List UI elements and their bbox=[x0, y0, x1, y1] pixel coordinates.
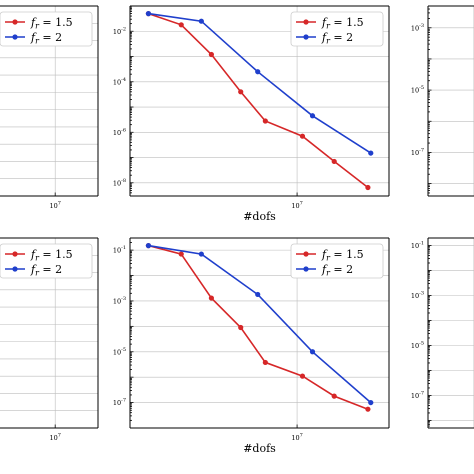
legend-swatch-marker bbox=[303, 251, 309, 257]
y-tick-label: 10-8 bbox=[113, 178, 126, 188]
legend-swatch-marker bbox=[303, 266, 309, 272]
plot-area bbox=[428, 6, 474, 196]
y-tick-label: 10-4 bbox=[113, 77, 126, 87]
y-tick-label: 10-7 bbox=[411, 147, 424, 157]
y-tick-label: 10-2 bbox=[113, 26, 126, 36]
data-point bbox=[198, 251, 204, 257]
y-tick-label: 10-7 bbox=[411, 390, 424, 400]
y-tick-label: 10-5 bbox=[411, 85, 424, 95]
legend-swatch-marker bbox=[12, 266, 18, 272]
chart-panel-bottom-middle: 10-1 10-3 10-5 10-7 107 #dofs fr = 1.5fr = 2 bbox=[113, 237, 390, 455]
data-point bbox=[255, 69, 261, 75]
data-point bbox=[368, 399, 374, 406]
data-point bbox=[178, 22, 184, 28]
y-tick-label: 10-1 bbox=[411, 241, 424, 251]
legend-swatch-marker bbox=[303, 34, 309, 40]
data-point bbox=[208, 51, 214, 58]
legend-label: fr = 2 bbox=[321, 31, 353, 46]
legend-label: fr = 1.5 bbox=[321, 16, 364, 31]
legend-label: fr = 2 bbox=[30, 31, 62, 46]
legend: fr = 1.5fr = 2 bbox=[290, 11, 384, 47]
data-point bbox=[238, 324, 244, 331]
chart-panel-top-left: 107 fr = 1.5fr = 2 bbox=[0, 5, 99, 211]
x-tick-label: 107 bbox=[49, 433, 60, 443]
legend-swatch-marker bbox=[12, 34, 18, 40]
series-line-fr-1-5 bbox=[148, 244, 369, 410]
data-point bbox=[178, 251, 184, 257]
data-point bbox=[262, 359, 268, 366]
y-tick-label: 10-7 bbox=[113, 398, 126, 408]
y-tick-label: 10-3 bbox=[113, 296, 126, 306]
y-tick-label: 10-3 bbox=[411, 23, 424, 33]
data-point bbox=[331, 393, 337, 399]
legend-swatch-marker bbox=[12, 251, 18, 257]
legend-label: fr = 2 bbox=[321, 263, 353, 278]
data-point bbox=[309, 349, 316, 355]
y-tick-label: 10-6 bbox=[113, 127, 126, 137]
chart-panel-bottom-left: 107 fr = 1.5fr = 2 bbox=[0, 237, 99, 443]
data-point bbox=[365, 184, 371, 191]
data-point bbox=[255, 291, 261, 298]
chart-panel-top-right: 10-3 10-5 10-7 bbox=[411, 5, 474, 197]
x-tick-label: 107 bbox=[49, 201, 60, 211]
x-tick-label: 107 bbox=[291, 201, 302, 211]
legend-label: fr = 2 bbox=[30, 263, 62, 278]
legend-swatch-marker bbox=[12, 19, 18, 25]
data-point bbox=[331, 158, 337, 165]
x-tick-label: 107 bbox=[291, 433, 302, 443]
legend: fr = 1.5fr = 2 bbox=[0, 11, 93, 47]
legend-label: fr = 1.5 bbox=[321, 248, 364, 263]
data-point bbox=[198, 18, 204, 24]
chart-panel-bottom-right: 10-1 10-3 10-5 10-7 bbox=[411, 237, 474, 429]
legend: fr = 1.5fr = 2 bbox=[0, 243, 93, 279]
data-point bbox=[365, 406, 371, 412]
plot-area bbox=[130, 238, 389, 428]
data-point bbox=[299, 373, 306, 379]
data-point bbox=[309, 113, 316, 119]
y-tick-label: 10-5 bbox=[411, 340, 424, 350]
y-tick-label: 10-1 bbox=[113, 245, 126, 255]
plot-area bbox=[428, 238, 474, 428]
data-point bbox=[368, 150, 374, 156]
y-tick-label: 10-5 bbox=[113, 347, 126, 357]
legend-label: fr = 1.5 bbox=[30, 248, 73, 263]
data-point bbox=[238, 89, 244, 95]
legend-label: fr = 1.5 bbox=[30, 16, 73, 31]
series-line-fr-1-5 bbox=[148, 12, 369, 189]
x-axis-label: #dofs bbox=[243, 210, 276, 223]
data-point bbox=[145, 11, 152, 17]
plot-area bbox=[130, 6, 389, 196]
y-tick-label: 10-3 bbox=[411, 291, 424, 301]
data-point bbox=[299, 133, 306, 139]
data-point bbox=[262, 118, 268, 124]
legend-swatch-marker bbox=[303, 19, 309, 25]
plot-area bbox=[0, 6, 98, 196]
data-point bbox=[208, 295, 214, 301]
x-axis-label: #dofs bbox=[243, 442, 276, 455]
legend: fr = 1.5fr = 2 bbox=[290, 243, 384, 279]
data-point bbox=[145, 243, 152, 249]
chart-panel-top-middle: 10-2 10-4 10-6 10-8 107 #dofs fr = 1.5fr = 2 bbox=[113, 5, 390, 223]
